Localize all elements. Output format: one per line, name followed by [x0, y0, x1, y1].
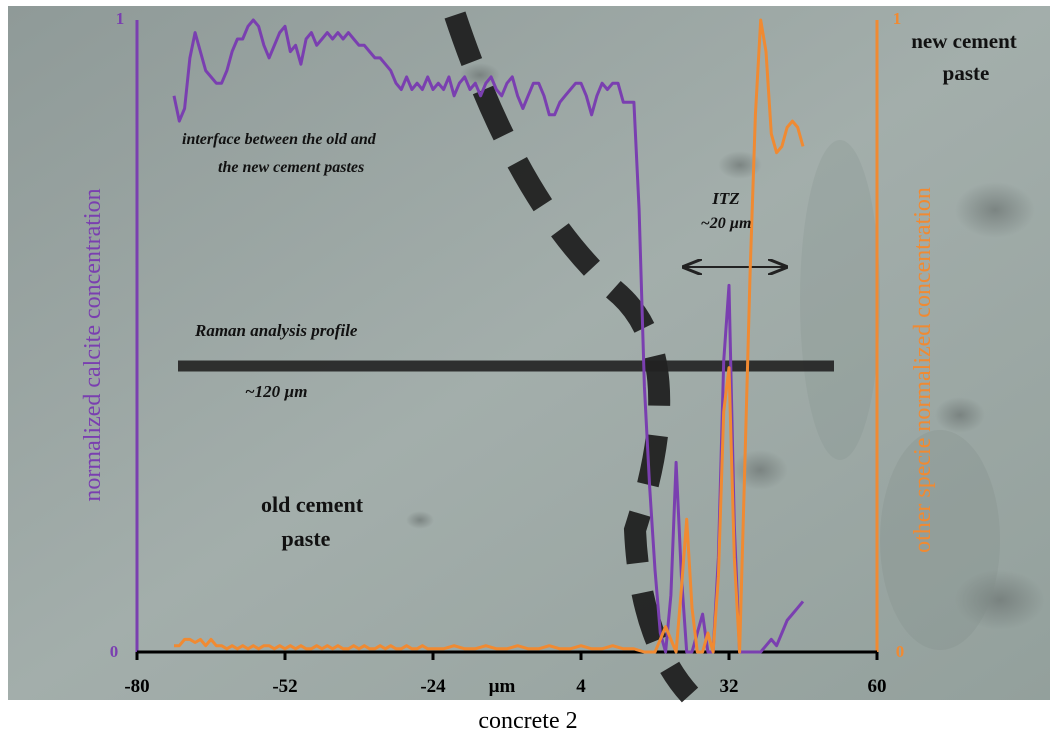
- right-y-axis-title: other specie normalized concentration: [910, 187, 936, 553]
- right-y-tick-0: 0: [896, 642, 905, 661]
- x-tick-label: 4: [576, 676, 586, 697]
- label-old-paste-line1: old cement: [261, 492, 364, 517]
- label-new-paste-line2: paste: [943, 61, 990, 85]
- x-axis-title: µm: [489, 676, 516, 697]
- x-ticks: [135, 652, 879, 660]
- x-tick-label: -24: [420, 676, 446, 697]
- x-tick-labels: -80 -52 -24 4 32 60: [124, 676, 886, 697]
- label-interface-line2: the new cement pastes: [218, 159, 364, 176]
- x-tick-label: 32: [720, 676, 739, 697]
- x-tick-label: -80: [124, 676, 149, 697]
- micrograph-texture: [406, 63, 1045, 650]
- series-line-calcite: [172, 18, 805, 654]
- label-raman-profile: Raman analysis profile: [194, 321, 358, 340]
- left-y-axis-title: normalized calcite concentration: [80, 188, 106, 501]
- series-line-other: [174, 18, 805, 654]
- label-interface-line1: interface between the old and: [182, 131, 377, 148]
- left-y-tick-0: 0: [110, 642, 119, 661]
- label-itz: ITZ: [711, 189, 739, 208]
- x-tick-label: -52: [272, 676, 297, 697]
- x-tick-label: 60: [868, 676, 887, 697]
- label-old-paste-line2: paste: [282, 526, 331, 551]
- interface-dashed-curve: [444, 11, 699, 703]
- left-y-tick-1: 1: [116, 9, 125, 28]
- label-itz-width: ~20 µm: [701, 215, 752, 232]
- label-new-paste-line1: new cement: [911, 29, 1017, 53]
- label-profile-length: ~120 µm: [245, 382, 307, 401]
- figure-caption: concrete 2: [478, 708, 577, 733]
- right-y-tick-1: 1: [893, 9, 902, 28]
